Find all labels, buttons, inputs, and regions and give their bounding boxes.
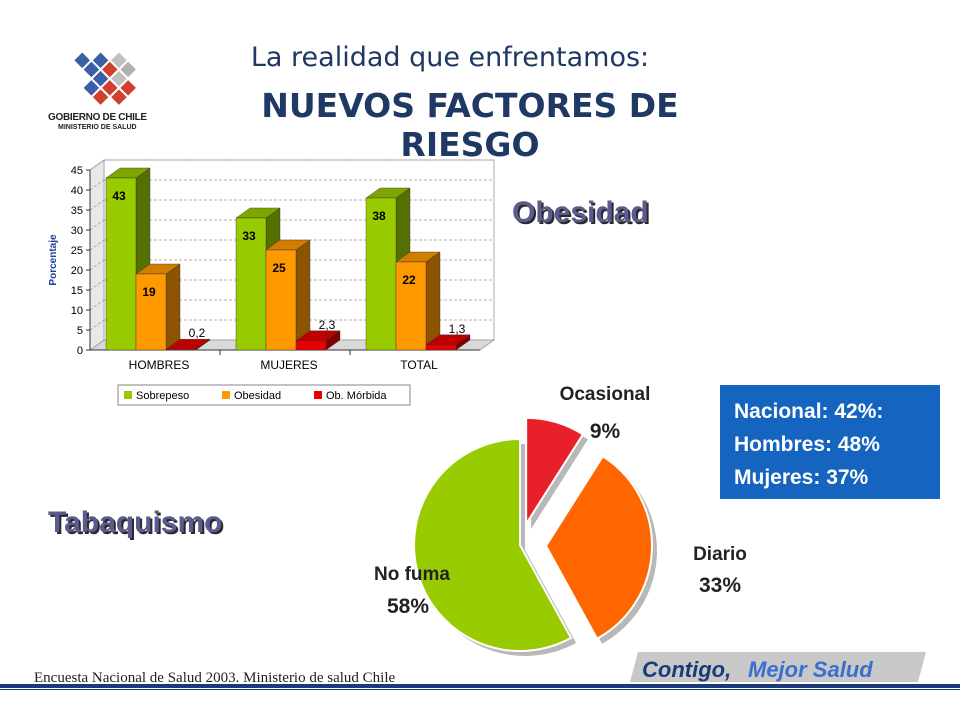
gridline-side xyxy=(89,199,105,211)
bar xyxy=(135,273,167,351)
y-tick-label: 45 xyxy=(71,165,83,177)
y-tick-label: 5 xyxy=(77,325,83,337)
pie-slice-label: 9% xyxy=(590,420,621,443)
page-title: NUEVOS FACTORES DE RIESGO xyxy=(261,86,679,164)
bar xyxy=(165,348,197,351)
brand-text-2: Mejor Salud xyxy=(748,657,873,682)
gridline-side xyxy=(89,319,105,331)
stat-hombres: Hombres: 48% xyxy=(734,433,880,456)
pie-slice-name: No fuma xyxy=(374,564,450,585)
legend-swatch xyxy=(222,391,230,399)
gridline-side xyxy=(89,159,105,171)
data-label: 2,3 xyxy=(319,318,336,332)
y-tick-label: 15 xyxy=(71,285,83,297)
y-tick-label: 10 xyxy=(71,305,83,317)
pie-slice-name: Ocasional xyxy=(560,384,651,405)
legend-swatch xyxy=(124,391,132,399)
brand-banner: Contigo, Mejor Salud xyxy=(630,652,926,682)
bar xyxy=(365,197,397,351)
obesity-bar-chart: 0 5 10 15 20 25 30 35 40 45 Porcentaje 43 19 0,2 HOMBR… xyxy=(48,159,496,406)
data-label: 1,3 xyxy=(449,322,466,336)
y-tick-label: 25 xyxy=(71,245,83,257)
pie-slice xyxy=(544,454,653,641)
pie-slice-label: 33% xyxy=(699,574,741,597)
data-label: 19 xyxy=(142,285,156,299)
pie-slice-label: 58% xyxy=(387,595,429,618)
data-label: 22 xyxy=(402,273,416,287)
national-stats-box: Nacional: 42%: Hombres: 48% Mujeres: 37% xyxy=(720,385,940,499)
gridline-side xyxy=(89,179,105,191)
data-label: 0,2 xyxy=(189,326,206,340)
legend-box xyxy=(117,384,411,406)
footer-divider-thin xyxy=(0,689,960,690)
data-label: 25 xyxy=(272,261,286,275)
footer-divider xyxy=(0,684,960,688)
bar-side xyxy=(425,251,441,351)
legend-label: Sobrepeso xyxy=(136,390,189,402)
gridline-side xyxy=(89,279,105,291)
gridline-side xyxy=(89,299,105,311)
bar xyxy=(235,217,267,351)
obesidad-heading: Obesidad xyxy=(512,196,649,229)
x-tick-label: HOMBRES xyxy=(129,358,190,372)
source-note: Encuesta Nacional de Salud 2003. Ministe… xyxy=(34,670,396,686)
x-tick-label: MUJERES xyxy=(260,358,317,372)
bar xyxy=(395,261,427,351)
gridline-side xyxy=(89,239,105,251)
bar xyxy=(105,177,137,351)
tabaquismo-heading: Tabaquismo xyxy=(48,506,223,539)
logo-text: GOBIERNO DE CHILE xyxy=(48,112,147,123)
y-tick-label: 40 xyxy=(71,185,83,197)
data-label: 33 xyxy=(242,229,256,243)
y-tick-label: 20 xyxy=(71,265,83,277)
page-subtitle: La realidad que enfrentamos: xyxy=(250,42,650,73)
gobierno-chile-logo xyxy=(74,52,136,105)
pie-slice xyxy=(413,437,573,652)
data-label: 38 xyxy=(372,209,386,223)
legend-swatch xyxy=(314,391,322,399)
gridline-side xyxy=(89,259,105,271)
gridline-side xyxy=(89,219,105,231)
bar xyxy=(265,249,297,351)
y-axis-title: Porcentaje xyxy=(48,234,59,286)
data-label: 43 xyxy=(112,189,126,203)
pie-slice-name: Diario xyxy=(693,544,747,565)
stat-nacional: Nacional: 42%: xyxy=(734,400,884,423)
smoking-pie-chart: Ocasional 9% Diario 33% No fuma 58% xyxy=(374,384,747,656)
stat-mujeres: Mujeres: 37% xyxy=(734,466,869,489)
pie-slice xyxy=(525,416,585,528)
bar xyxy=(295,340,327,351)
bar xyxy=(425,344,457,351)
y-tick-label: 0 xyxy=(77,345,83,357)
logo-subtext: MINISTERIO DE SALUD xyxy=(58,124,137,131)
x-tick-label: TOTAL xyxy=(400,358,438,372)
legend-label: Obesidad xyxy=(234,390,281,402)
y-tick-label: 35 xyxy=(71,205,83,217)
bar-side xyxy=(165,263,181,351)
legend-label: Ob. Mórbida xyxy=(326,390,387,402)
y-tick-label: 30 xyxy=(71,225,83,237)
brand-text-1: Contigo, xyxy=(642,657,731,682)
